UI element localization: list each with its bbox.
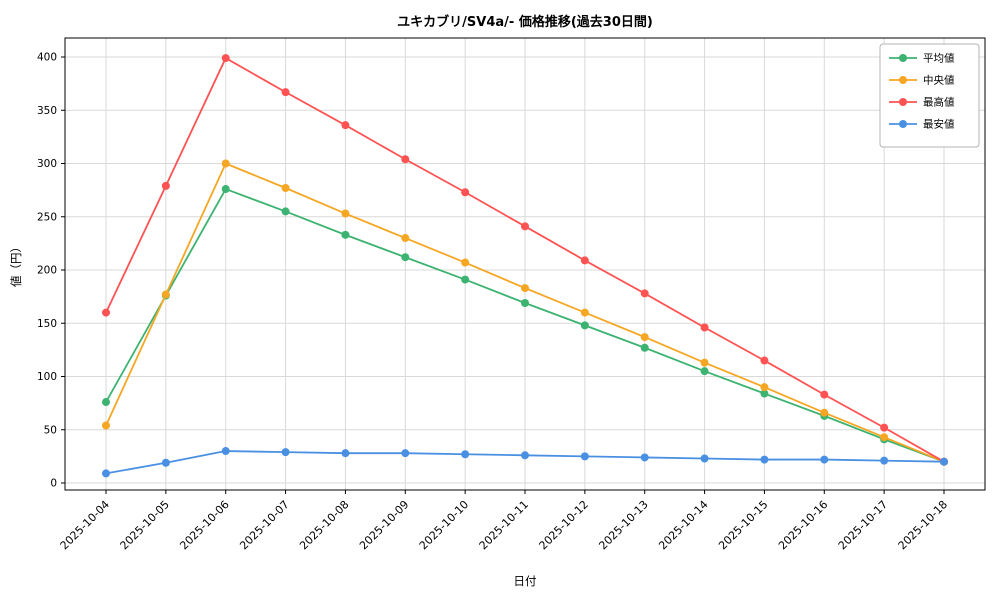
series-marker (940, 457, 948, 466)
series-marker (580, 308, 589, 317)
series-marker (401, 449, 410, 458)
legend-label: 最高値 (923, 96, 955, 109)
series-marker (700, 454, 709, 463)
series-marker (221, 185, 230, 194)
legend-marker (899, 76, 907, 84)
series-marker (640, 289, 649, 298)
series-marker (580, 321, 589, 330)
series-marker (221, 447, 230, 456)
y-tick-label: 400 (37, 52, 57, 64)
series-marker (640, 453, 649, 462)
series-marker (521, 299, 529, 308)
series-marker (281, 183, 290, 192)
series-marker (760, 356, 769, 365)
y-tick-label: 250 (37, 211, 57, 223)
series-marker (102, 469, 110, 478)
series-marker (401, 155, 410, 164)
series-marker (281, 207, 290, 216)
y-axis-label: 値（円） (9, 241, 23, 287)
series-marker (461, 188, 470, 197)
y-tick-label: 150 (37, 318, 57, 330)
chart-title: ユキカブリ/SV4a/- 価格推移(過去30日間) (397, 14, 653, 30)
legend-marker (899, 120, 907, 128)
y-tick-label: 0 (50, 478, 57, 490)
series-marker (102, 308, 110, 317)
series-marker (161, 458, 170, 467)
series-marker (880, 433, 889, 442)
legend-label: 平均値 (923, 52, 955, 65)
series-marker (760, 383, 769, 392)
series-marker (760, 389, 769, 398)
series-marker (281, 88, 290, 97)
series-marker (161, 181, 170, 190)
series-marker (341, 209, 350, 218)
series-marker (221, 54, 230, 63)
y-tick-label: 350 (37, 105, 57, 117)
series-marker (341, 449, 350, 458)
series-marker (102, 421, 110, 430)
series-marker (700, 367, 709, 376)
legend-marker (899, 54, 907, 62)
y-tick-label: 300 (37, 158, 57, 170)
series-marker (640, 333, 649, 342)
series-marker (700, 323, 709, 332)
series-marker (401, 234, 410, 243)
x-axis-label: 日付 (514, 574, 537, 588)
series-marker (820, 455, 829, 464)
legend-label: 中央値 (923, 74, 955, 87)
y-tick-label: 200 (37, 265, 57, 277)
series-marker (580, 452, 589, 461)
series-marker (102, 398, 110, 407)
series-marker (580, 256, 589, 265)
series-marker (401, 253, 410, 262)
legend-marker (899, 98, 907, 106)
y-tick-label: 50 (44, 424, 57, 436)
series-marker (640, 343, 649, 352)
series-marker (281, 448, 290, 457)
series-marker (880, 423, 889, 432)
series-marker (521, 284, 529, 293)
series-marker (700, 358, 709, 367)
series-marker (341, 230, 350, 239)
legend-label: 最安値 (923, 118, 955, 131)
series-marker (521, 222, 529, 231)
series-marker (820, 390, 829, 399)
series-marker (461, 258, 470, 267)
series-marker (521, 451, 529, 460)
series-marker (221, 159, 230, 168)
series-marker (820, 408, 829, 417)
y-tick-label: 100 (37, 371, 57, 383)
series-marker (461, 450, 470, 459)
series-marker (161, 290, 170, 299)
series-marker (880, 456, 889, 465)
series-marker (461, 275, 470, 284)
series-marker (760, 455, 769, 464)
series-marker (341, 121, 350, 130)
